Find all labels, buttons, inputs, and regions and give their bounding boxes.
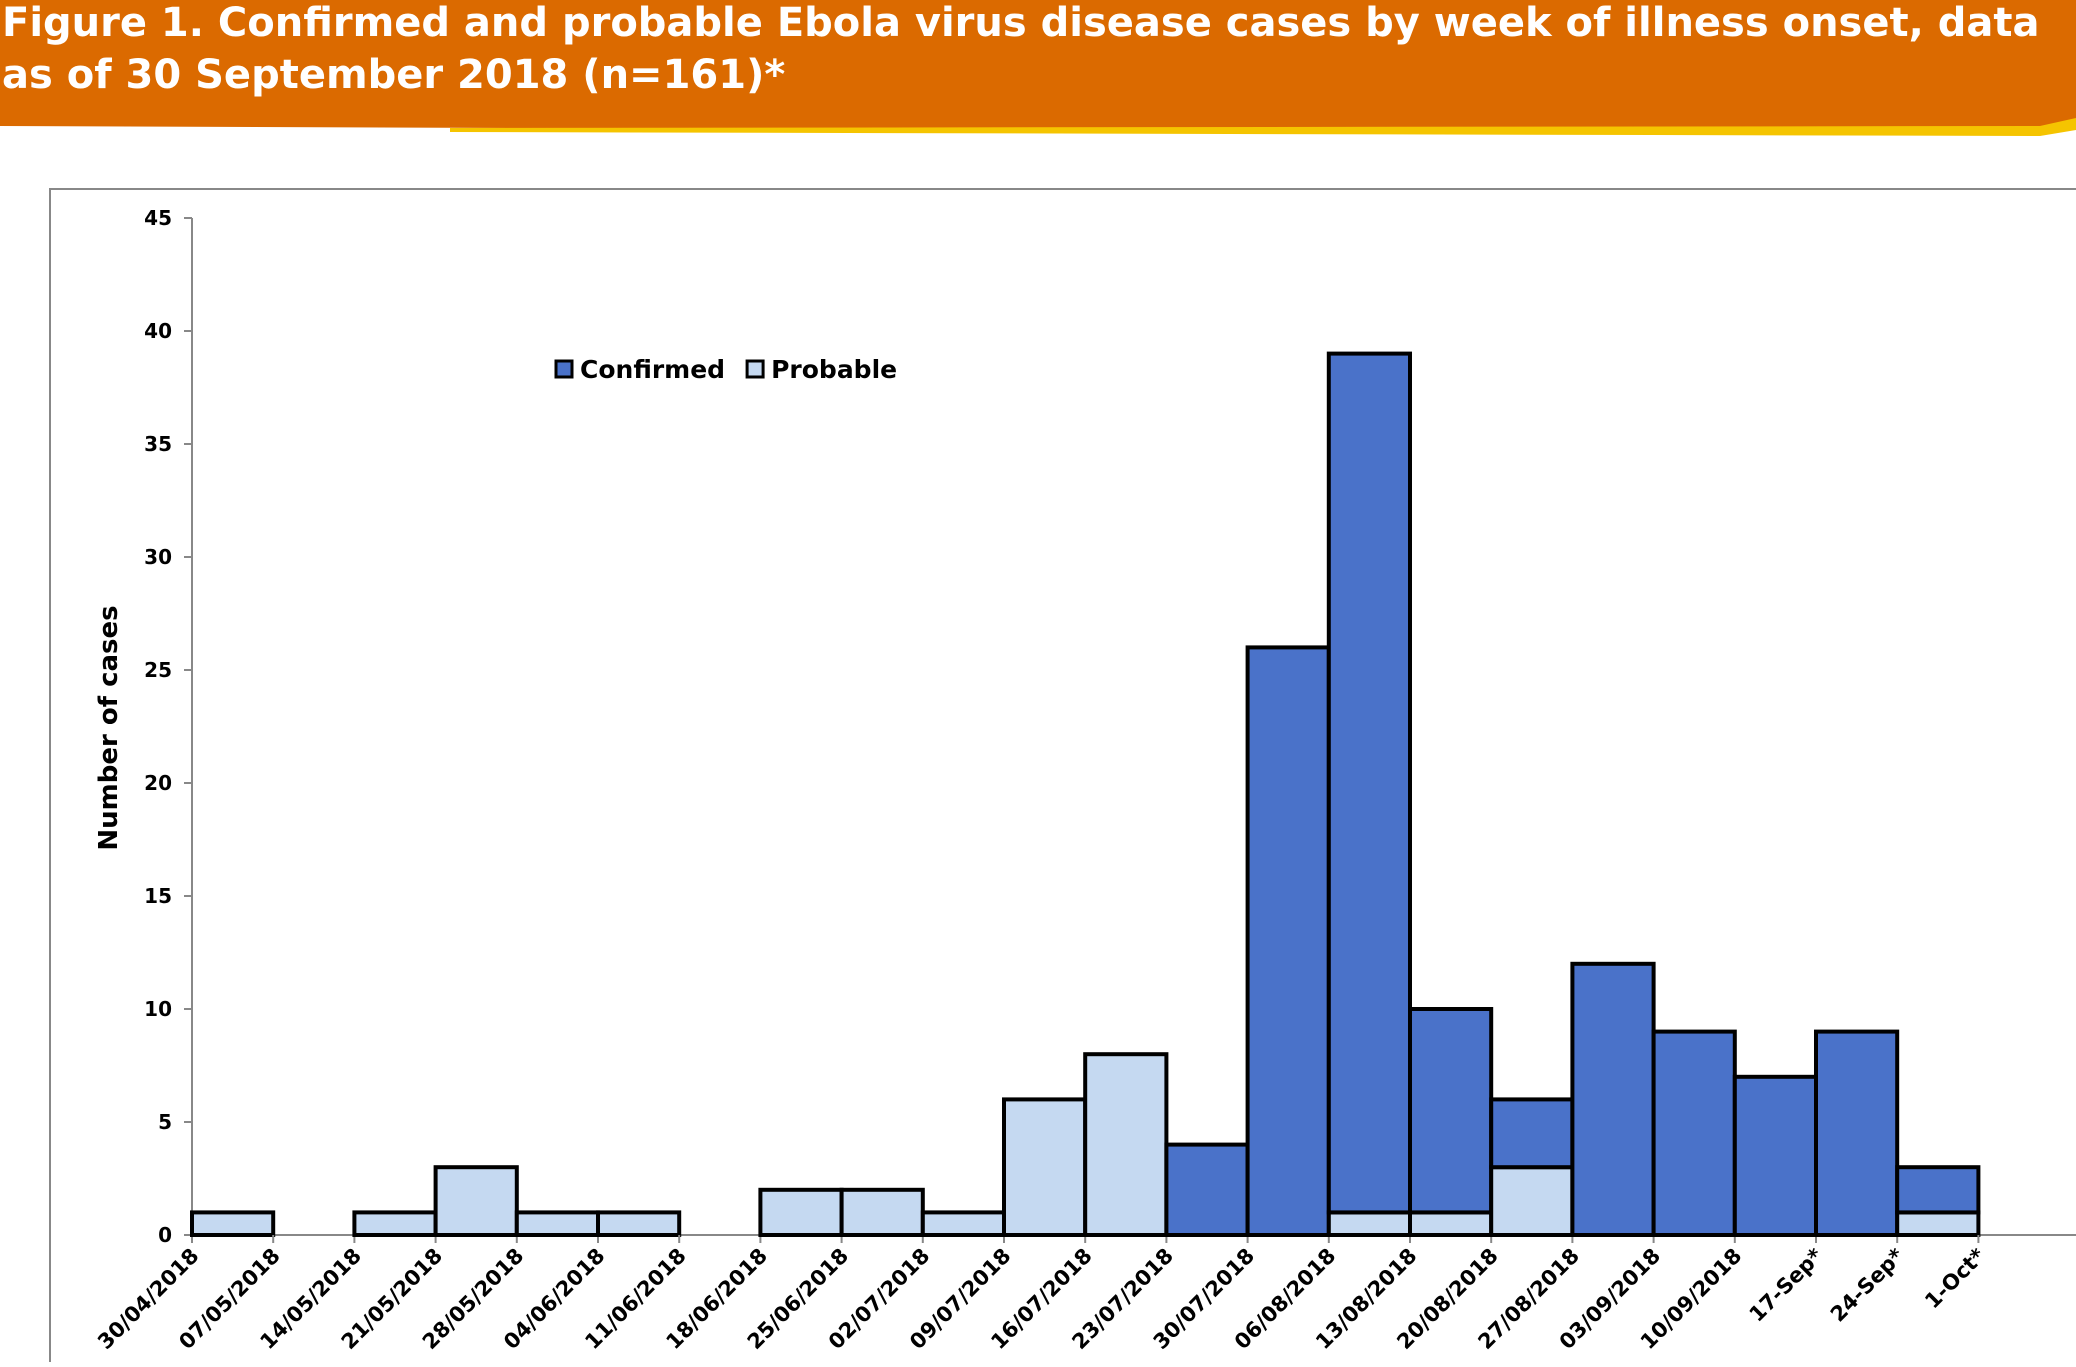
y-tick-label: 40: [144, 319, 172, 343]
chart-title: Figure 1. Confirmed and probable Ebola v…: [2, 0, 2039, 98]
bar-segment: [352, 1210, 438, 1238]
x-tick-label: 24-Sep*: [1826, 1244, 1909, 1327]
bar-segment: [1814, 1029, 1900, 1237]
legend-swatch: [554, 359, 574, 379]
x-tick-label: 1-Oct*: [1920, 1244, 1990, 1314]
y-tick-label: 30: [144, 545, 172, 569]
y-tick-label: 35: [144, 432, 172, 456]
bar-segment: [1895, 1210, 1981, 1238]
bar-segment: [190, 1210, 276, 1238]
bar-segment: [1651, 1029, 1737, 1237]
bar-segment: [1489, 1097, 1575, 1170]
title-line: as of 30 September 2018 (n=161)*: [2, 52, 785, 98]
bar-segment: [1002, 1097, 1088, 1238]
legend-label: Probable: [771, 355, 897, 384]
y-tick-label: 20: [144, 771, 172, 795]
bar-segment: [1570, 961, 1656, 1237]
legend-label: Confirmed: [580, 355, 725, 384]
bar-segment: [758, 1187, 844, 1238]
header-stripe: [450, 118, 2076, 136]
y-tick-label: 25: [144, 658, 172, 682]
bar-segment: [514, 1210, 600, 1238]
bar-segment: [1164, 1142, 1250, 1237]
y-tick-label: 45: [144, 206, 172, 230]
bar-segment: [1732, 1074, 1819, 1238]
bar-segment: [1489, 1165, 1575, 1237]
bar-segment: [1895, 1165, 1981, 1215]
y-tick-label: 0: [158, 1223, 172, 1247]
bar-segment: [1326, 1210, 1413, 1238]
bar-segment: [433, 1165, 519, 1237]
bar-segment: [596, 1210, 682, 1238]
plot-frame: [49, 188, 2076, 1367]
bar-segment: [920, 1210, 1006, 1238]
x-tick-label: 17-Sep*: [1745, 1244, 1828, 1327]
bar-segment: [1326, 351, 1413, 1215]
y-tick-label: 10: [144, 997, 172, 1021]
y-tick-label: 15: [144, 884, 172, 908]
y-axis-label: Number of cases: [94, 605, 124, 850]
legend-swatch: [745, 359, 765, 379]
y-tick-label: 5: [158, 1110, 172, 1134]
title-line: Figure 1. Confirmed and probable Ebola v…: [2, 0, 2039, 46]
bar-segment: [839, 1187, 925, 1238]
header-band: [0, 0, 2076, 133]
bar-segment: [1083, 1052, 1169, 1237]
bar-segment: [1245, 645, 1331, 1237]
bar-segment: [1408, 1210, 1494, 1238]
bar-segment: [1408, 1007, 1494, 1215]
